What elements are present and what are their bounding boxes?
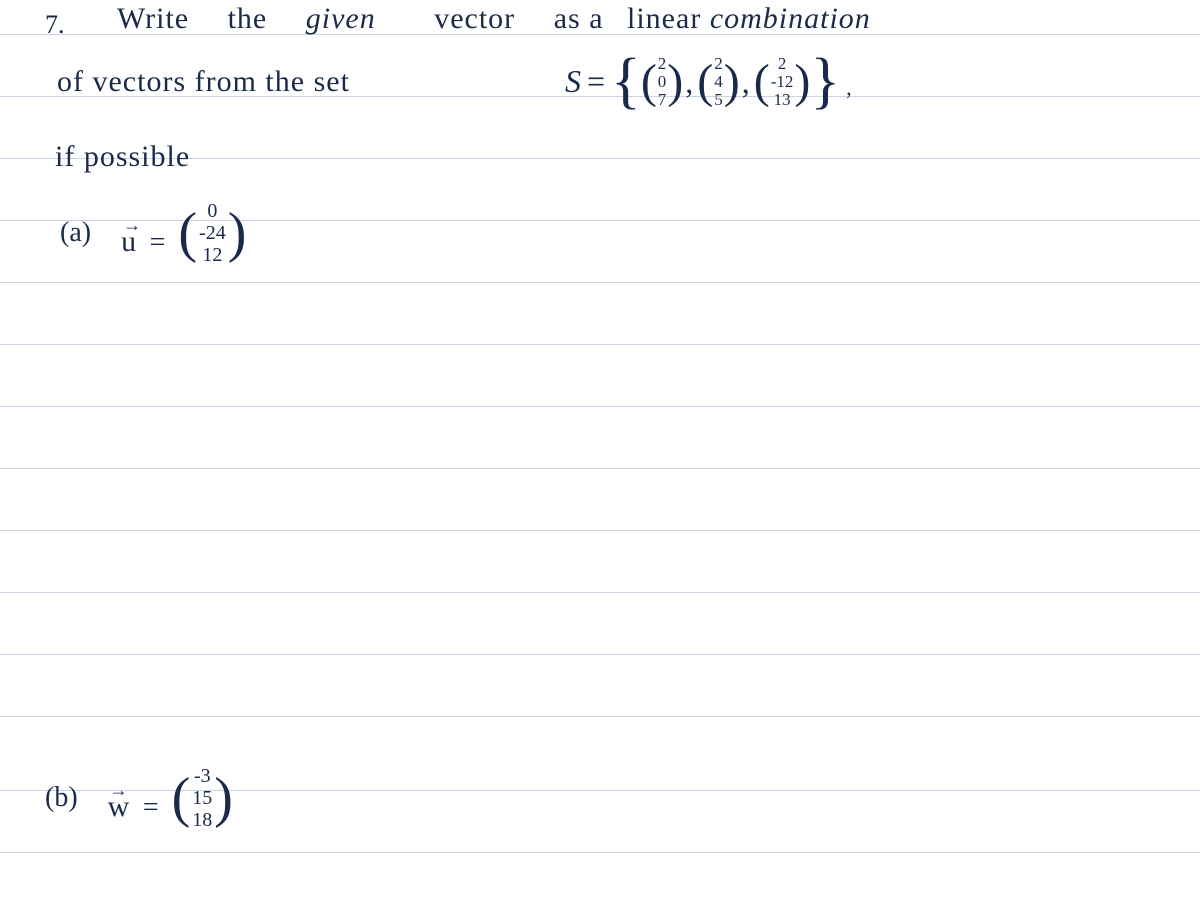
set-vector-1: ( 2 0 7 ) bbox=[641, 55, 683, 109]
vector-w-label: → w bbox=[108, 790, 137, 823]
set-vector-3: ( 2 -12 13 ) bbox=[754, 55, 811, 109]
problem-number: 7. bbox=[45, 10, 65, 40]
part-a: (a) → u = ( 0 -24 12 ) bbox=[60, 200, 246, 266]
set-vector-2: ( 2 4 5 ) bbox=[697, 55, 739, 109]
vector-w: ( -3 15 18 ) bbox=[172, 765, 233, 831]
part-b: (b) → w = ( -3 15 18 ) bbox=[45, 765, 233, 831]
set-definition: S = { ( 2 0 7 ) , ( 2 4 5 ) , ( 2 -12 13… bbox=[565, 55, 852, 109]
vector-u-label: → u bbox=[121, 225, 144, 258]
text-line-3: if possible bbox=[55, 140, 190, 174]
text-line-2: of vectors from the set bbox=[57, 65, 350, 99]
text-line-1: Write the given vector as a linear combi… bbox=[117, 2, 871, 36]
vector-u: ( 0 -24 12 ) bbox=[178, 200, 246, 266]
